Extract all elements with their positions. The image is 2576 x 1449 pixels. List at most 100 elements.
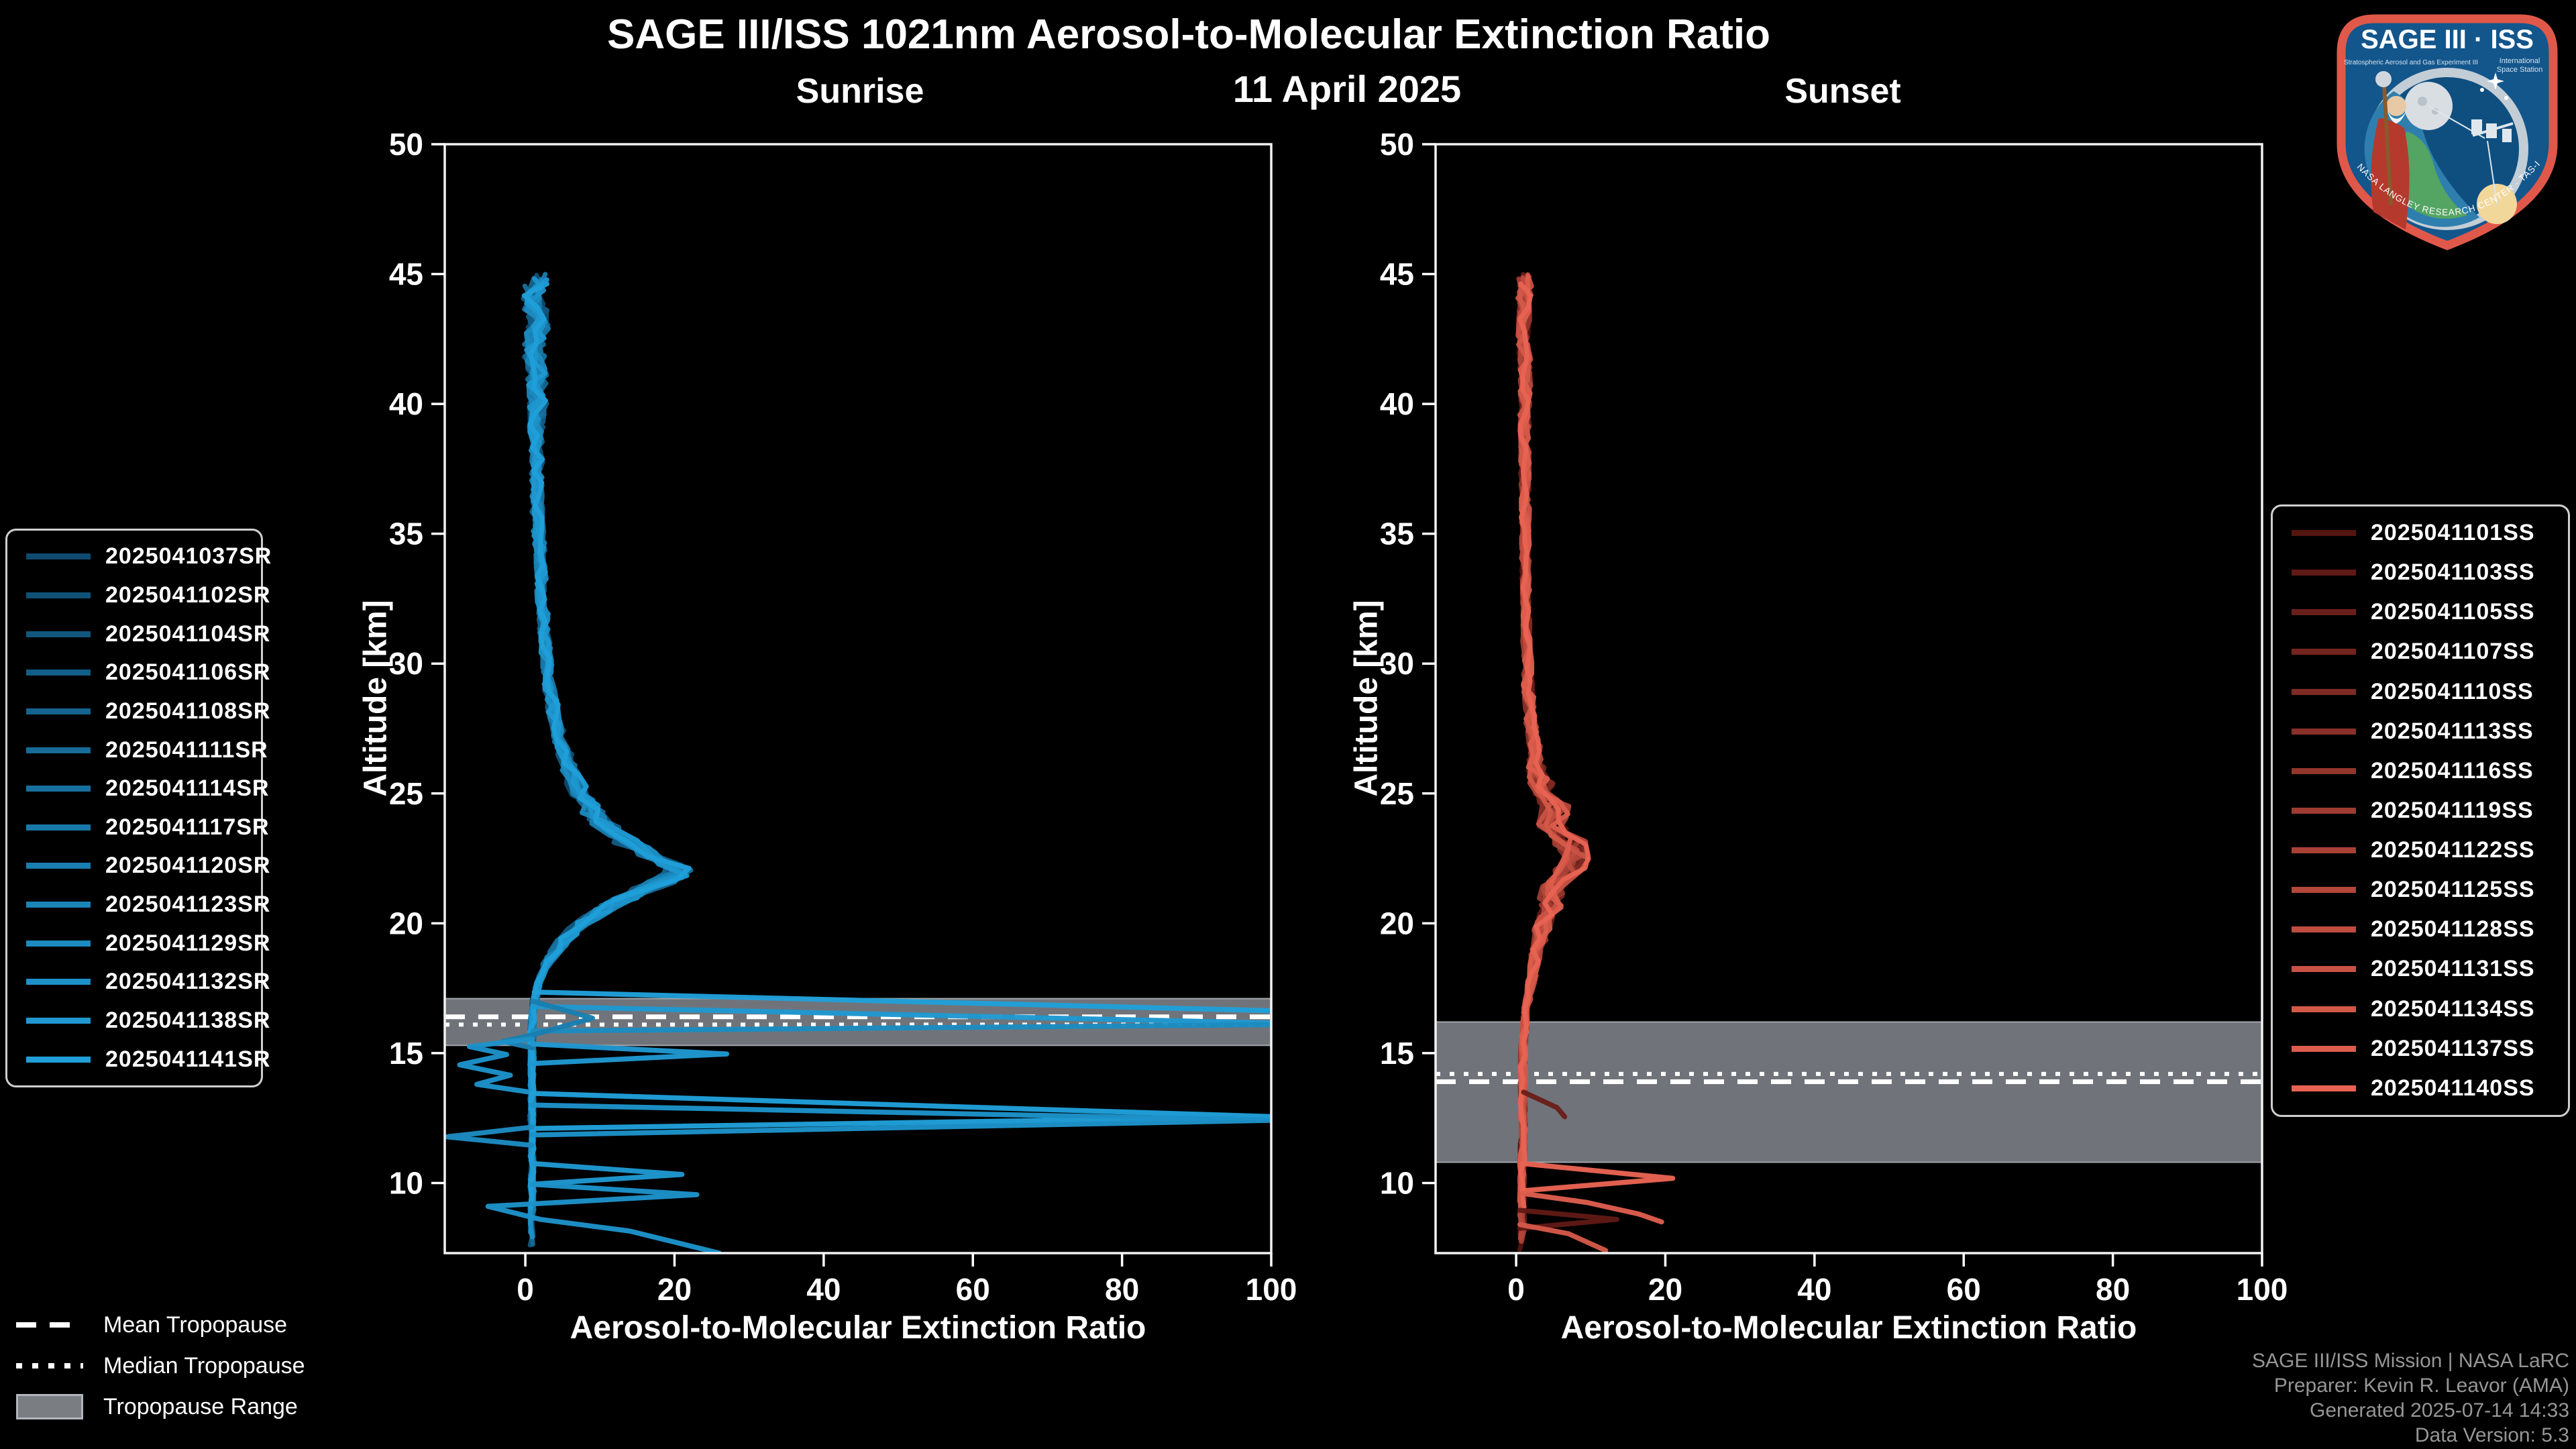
legend-label: 2025041117SR	[105, 814, 270, 840]
tropopause-range-band	[1435, 1021, 2263, 1163]
legend-line-swatch	[2292, 807, 2356, 814]
legend-line-swatch	[2292, 1006, 2356, 1012]
legend-line-swatch	[26, 824, 91, 830]
x-tick-label: 100	[2237, 1272, 2288, 1307]
y-tick-label: 40	[1380, 386, 1414, 421]
legend-line-swatch	[2292, 1045, 2356, 1052]
sunset-panel-title: Sunset	[1784, 72, 1901, 111]
profile-line-2025041111SR	[523, 284, 678, 1247]
legend-item-2025041106SR: 2025041106SR	[13, 659, 270, 686]
legend-line-swatch	[2292, 688, 2356, 695]
legend-label: 2025041111SR	[105, 737, 268, 763]
sunset-x-axis-label: Aerosol-to-Molecular Extinction Ratio	[1560, 1310, 2137, 1346]
legend-label: 2025041120SR	[105, 853, 271, 879]
legend-label: 2025041137SS	[2371, 1035, 2535, 1061]
excursion-line	[530, 1004, 1271, 1026]
median-tropopause-legend-row: Median Tropopause	[16, 1350, 305, 1381]
credit-line-preparer: Preparer: Kevin R. Leavor (AMA)	[2273, 1375, 2569, 1397]
legend-label: 2025041119SS	[2371, 797, 2534, 823]
mean-tropopause-legend-row: Mean Tropopause	[16, 1309, 305, 1340]
y-tick-label: 30	[1380, 646, 1414, 681]
legend-item-2025041137SS: 2025041137SS	[2278, 1036, 2563, 1062]
legend-label: 2025041125SS	[2371, 877, 2535, 903]
x-tick-label: 40	[1797, 1272, 1831, 1307]
y-tick-label: 45	[389, 257, 423, 292]
legend-line-swatch	[2292, 649, 2356, 655]
logo-sage-figure	[2371, 71, 2410, 229]
legend-line-swatch	[2292, 966, 2356, 973]
legend-label: 2025041037SR	[105, 543, 272, 570]
legend-line-swatch	[26, 902, 91, 908]
y-tick-label: 20	[389, 906, 423, 941]
legend-item-2025041131SS: 2025041131SS	[2278, 956, 2563, 982]
median-tropopause-label: Median Tropopause	[103, 1352, 305, 1379]
legend-label: 2025041138SR	[105, 1008, 271, 1033]
sunrise-legend: 2025041037SR 2025041102SR 2025041104SR 2025…	[5, 529, 271, 1087]
tropopause-range-legend-row: Tropopause Range	[16, 1391, 305, 1422]
legend-item-2025041141SR: 2025041141SR	[13, 1046, 270, 1073]
sunset-series-group	[1515, 272, 1676, 1253]
legend-item-2025041107SS: 2025041107SS	[2278, 639, 2563, 665]
plot-frame	[443, 143, 1273, 1254]
profile-line-2025041104SR	[521, 284, 688, 1248]
x-tick-label: 60	[1947, 1272, 1981, 1307]
y-tick-label: 10	[389, 1165, 423, 1200]
y-tick-label: 25	[389, 776, 423, 811]
profile-line-2025041140SS	[1517, 281, 1591, 1210]
y-tick-label: 15	[1380, 1036, 1414, 1071]
profile-line-2025041114SR	[522, 283, 694, 1212]
legend-label: 2025041132SR	[105, 969, 271, 995]
legend-line-swatch	[26, 863, 91, 869]
legend-line-swatch	[2292, 530, 2356, 537]
x-tick-label: 0	[1507, 1272, 1525, 1307]
legend-label: 2025041110SS	[2371, 678, 2534, 704]
y-tick-label: 50	[1380, 127, 1414, 162]
excursion-line	[1517, 1208, 1619, 1231]
y-tick-label: 35	[389, 517, 423, 551]
date-subtitle: 11 April 2025	[1232, 68, 1462, 110]
x-tick-label: 80	[1105, 1272, 1139, 1307]
legend-line-swatch	[26, 553, 91, 560]
excursion-line	[529, 1091, 1271, 1131]
legend-line-swatch	[2292, 609, 2356, 616]
excursion-line	[530, 1022, 1271, 1034]
y-tick-label: 20	[1380, 906, 1414, 941]
legend-line-swatch	[2292, 728, 2356, 735]
legend-line-swatch	[26, 979, 91, 985]
tropopause-range-label: Tropopause Range	[103, 1393, 298, 1419]
profile-line-2025041141SR	[521, 281, 692, 1210]
sunrise-plot: 0 20 40 60 80 100 10 15 20 25 30 35 40 45 50	[389, 127, 1297, 1307]
y-tick-label: 30	[389, 646, 423, 681]
legend-line-swatch	[2292, 847, 2356, 854]
legend-item-2025041140SS: 2025041140SS	[2278, 1075, 2563, 1102]
legend-item-2025041123SR: 2025041123SR	[13, 892, 270, 918]
legend-line-swatch	[26, 1056, 91, 1063]
dotted-line-swatch	[16, 1363, 83, 1368]
legend-item-2025041119SS: 2025041119SS	[2278, 798, 2563, 824]
legend-item-2025041132SR: 2025041132SR	[13, 969, 270, 995]
credit-line-version: Data Version: 5.3	[2414, 1424, 2569, 1446]
legend-label: 2025041104SR	[105, 621, 271, 647]
legend-item-2025041103SS: 2025041103SS	[2278, 559, 2563, 586]
legend-line-swatch	[26, 592, 91, 598]
legend-label: 2025041129SR	[105, 930, 271, 956]
excursion-line	[485, 1181, 722, 1253]
legend-item-2025041108SR: 2025041108SR	[13, 698, 270, 724]
legend-line-swatch	[26, 631, 91, 637]
credit-line-generated: Generated 2025-07-14 14:33	[2310, 1399, 2569, 1421]
moon-crater	[2432, 108, 2438, 115]
x-tick-label: 100	[1246, 1272, 1297, 1307]
legend-item-2025041113SS: 2025041113SS	[2278, 718, 2563, 745]
legend-label: 2025041141SR	[105, 1046, 271, 1072]
logo-iss	[2428, 105, 2514, 205]
legend-line-swatch	[2292, 926, 2356, 933]
sunrise-panel-title: Sunrise	[796, 72, 924, 111]
sage-iss-logo: SAGE III · ISS Stratospheric Aerosol and…	[2326, 4, 2558, 250]
legend-item-2025041037SR: 2025041037SR	[13, 543, 271, 570]
sunset-legend: 2025041101SS 2025041103SS 2025041105SS 2025…	[2271, 504, 2570, 1117]
legend-item-2025041128SS: 2025041128SS	[2278, 916, 2563, 943]
legend-item-2025041134SS: 2025041134SS	[2278, 996, 2563, 1022]
legend-item-2025041117SR: 2025041117SR	[13, 814, 269, 841]
y-tick-label: 45	[1380, 257, 1414, 292]
